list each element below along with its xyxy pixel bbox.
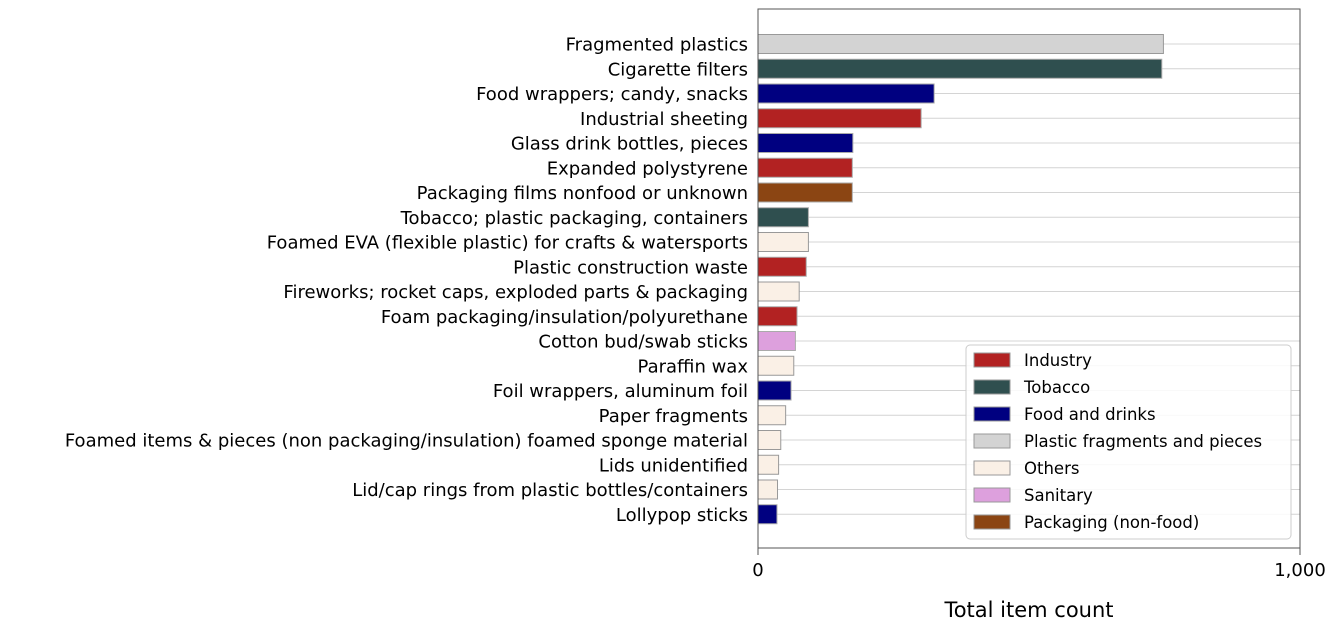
category-label: Foamed items & pieces (non packaging/ins… (65, 431, 748, 452)
category-label: Tobacco; plastic packaging, containers (400, 208, 748, 229)
bar (757, 108, 922, 129)
category-label: Foil wrappers, aluminum foil (493, 381, 748, 402)
legend-swatch (973, 433, 1011, 449)
category-label: Paper fragments (599, 406, 748, 427)
bar (757, 355, 795, 376)
bar (757, 306, 798, 327)
bar (757, 405, 787, 426)
category-label: Paraffin wax (638, 356, 749, 377)
bar (757, 182, 853, 203)
legend-swatch (973, 514, 1011, 530)
legend-swatch (973, 352, 1011, 368)
legend-label: Industry (1024, 351, 1092, 370)
legend-label: Others (1024, 459, 1079, 478)
bar (757, 479, 779, 500)
bar (757, 430, 782, 450)
bar (757, 157, 853, 178)
bar (757, 281, 800, 302)
legend-label: Plastic fragments and pieces (1024, 432, 1262, 451)
legend-label: Tobacco (1023, 378, 1090, 397)
category-label: Fragmented plastics (566, 35, 748, 56)
bars (757, 34, 1164, 525)
bar (757, 34, 1164, 54)
bar (757, 454, 780, 475)
legend-label: Sanitary (1024, 486, 1093, 505)
x-tick-label: 0 (752, 560, 763, 581)
category-label: Glass drink bottles, pieces (511, 134, 748, 155)
category-label: Industrial sheeting (580, 109, 748, 130)
category-labels: Fragmented plastics Cigarette filters Food… (65, 35, 748, 526)
category-label: Foamed EVA (flexible plastic) for crafts… (267, 233, 748, 254)
bar (757, 380, 792, 401)
legend-swatch (973, 487, 1011, 503)
bar (757, 256, 807, 277)
category-label: Food wrappers; candy, snacks (476, 84, 748, 105)
category-label: Cotton bud/swab sticks (538, 332, 748, 353)
bar (757, 207, 809, 228)
legend-swatch (973, 406, 1011, 422)
category-label: Lollypop sticks (616, 505, 748, 526)
bar (757, 331, 796, 351)
x-axis-title: Total item count (943, 598, 1113, 622)
category-label: Foam packaging/insulation/polyurethane (381, 307, 748, 328)
bar (757, 133, 854, 153)
category-label: Plastic construction waste (513, 257, 748, 278)
x-axis-ticks: 0 1,000 (752, 548, 1326, 581)
bar (757, 83, 935, 104)
bar (757, 232, 809, 252)
legend-label: Food and drinks (1024, 405, 1156, 424)
legend-frame (965, 344, 1292, 540)
category-label: Lids unidentified (599, 455, 748, 476)
category-label: Cigarette filters (608, 59, 748, 80)
category-label: Packaging films nonfood or unknown (417, 183, 748, 204)
plot-frame (757, 8, 1301, 549)
legend-swatch (973, 460, 1011, 476)
category-label: Lid/cap rings from plastic bottles/conta… (352, 480, 748, 501)
legend: Industry Tobacco Food and drinks Plastic fr… (965, 344, 1292, 540)
bar (757, 58, 1163, 79)
legend-label: Packaging (non-food) (1024, 513, 1199, 532)
category-label: Expanded polystyrene (547, 158, 748, 179)
category-label: Fireworks; rocket caps, exploded parts &… (283, 282, 748, 303)
bar (757, 504, 778, 525)
x-tick-label: 1,000 (1274, 560, 1326, 581)
legend-swatch (973, 379, 1011, 395)
